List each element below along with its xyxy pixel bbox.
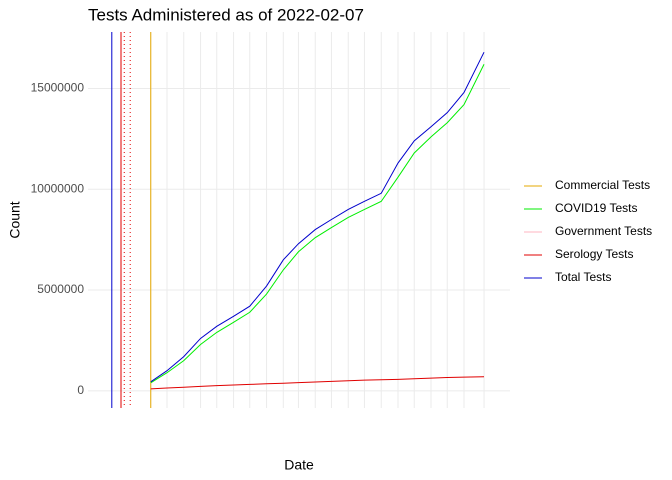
y-tick-label: 15000000: [31, 81, 85, 95]
series-line: [150, 64, 485, 384]
y-tick-label: 10000000: [31, 181, 85, 195]
series-line: [150, 51, 485, 383]
y-tick-label: 5000000: [37, 282, 84, 296]
y-axis-label: Count: [7, 201, 23, 238]
chart-title: Tests Administered as of 2022-02-07: [88, 5, 364, 24]
series-line: [150, 376, 485, 390]
plot-panel: [88, 32, 510, 408]
legend-label: Serology Tests: [555, 247, 634, 261]
legend-label: Government Tests: [555, 224, 652, 238]
y-tick-label: 0: [77, 383, 84, 397]
legend-label: Commercial Tests: [555, 178, 650, 192]
x-axis-label: Date: [284, 457, 314, 473]
legend-label: COVID19 Tests: [555, 201, 637, 215]
legend: Commercial Tests COVID19 Tests Government …: [524, 178, 652, 284]
legend-label: Total Tests: [555, 270, 611, 284]
